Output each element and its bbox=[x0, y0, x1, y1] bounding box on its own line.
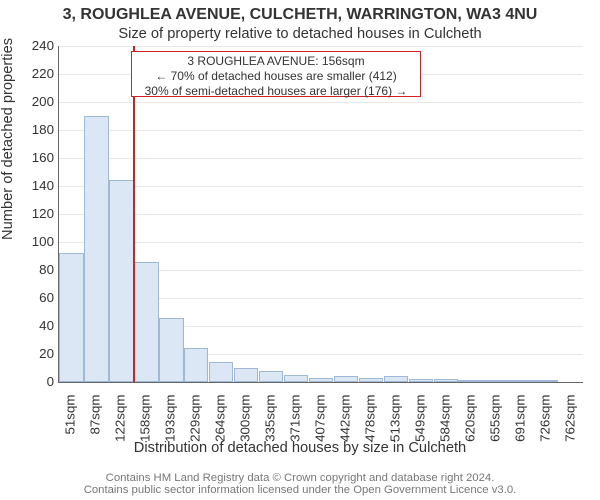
bar bbox=[259, 371, 283, 382]
bar bbox=[533, 380, 557, 382]
x-tick-label: 300sqm bbox=[238, 395, 253, 445]
plot-area: 3 ROUGHLEA AVENUE: 156sqm← 70% of detach… bbox=[58, 46, 583, 383]
grid-line bbox=[59, 158, 583, 159]
x-tick-label: 691sqm bbox=[512, 395, 527, 445]
y-tick-label: 160 bbox=[24, 150, 54, 165]
x-tick-label: 442sqm bbox=[337, 395, 352, 445]
x-tick-label: 478sqm bbox=[362, 395, 377, 445]
chart-title: 3, ROUGHLEA AVENUE, CULCHETH, WARRINGTON… bbox=[0, 6, 600, 24]
x-tick-label: 229sqm bbox=[188, 395, 203, 445]
y-tick-label: 100 bbox=[24, 234, 54, 249]
x-tick-label: 193sqm bbox=[163, 395, 178, 445]
y-tick-label: 140 bbox=[24, 178, 54, 193]
y-tick-label: 200 bbox=[24, 94, 54, 109]
x-tick-label: 122sqm bbox=[113, 395, 128, 445]
info-box-line: 30% of semi-detached houses are larger (… bbox=[136, 84, 416, 99]
y-axis-label: Number of detached properties bbox=[0, 38, 16, 240]
y-tick-label: 240 bbox=[24, 38, 54, 53]
bar bbox=[458, 380, 482, 382]
bar bbox=[184, 348, 208, 382]
y-tick-label: 180 bbox=[24, 122, 54, 137]
footer-line-1: Contains HM Land Registry data © Crown c… bbox=[0, 472, 600, 484]
x-tick-label: 87sqm bbox=[88, 395, 103, 445]
x-tick-label: 762sqm bbox=[562, 395, 577, 445]
x-tick-label: 158sqm bbox=[138, 395, 153, 445]
grid-line bbox=[59, 46, 583, 47]
x-tick-label: 549sqm bbox=[412, 395, 427, 445]
bar bbox=[159, 318, 183, 382]
x-tick-label: 655sqm bbox=[487, 395, 502, 445]
y-tick-label: 120 bbox=[24, 206, 54, 221]
bar bbox=[84, 116, 108, 382]
chart-subtitle: Size of property relative to detached ho… bbox=[0, 26, 600, 42]
x-tick-label: 513sqm bbox=[387, 395, 402, 445]
bar bbox=[334, 376, 358, 382]
x-tick-label: 51sqm bbox=[63, 395, 78, 445]
grid-line bbox=[59, 130, 583, 131]
x-tick-label: 726sqm bbox=[537, 395, 552, 445]
footer: Contains HM Land Registry data © Crown c… bbox=[0, 472, 600, 496]
grid-line bbox=[59, 242, 583, 243]
x-tick-label: 264sqm bbox=[213, 395, 228, 445]
bar bbox=[134, 262, 158, 382]
info-box-line: ← 70% of detached houses are smaller (41… bbox=[136, 69, 416, 84]
bar bbox=[309, 378, 333, 382]
y-tick-label: 40 bbox=[24, 318, 54, 333]
y-tick-label: 60 bbox=[24, 290, 54, 305]
bar bbox=[508, 380, 532, 382]
bar bbox=[434, 379, 458, 382]
info-box: 3 ROUGHLEA AVENUE: 156sqm← 70% of detach… bbox=[131, 51, 421, 97]
info-box-line: 3 ROUGHLEA AVENUE: 156sqm bbox=[136, 54, 416, 69]
x-tick-label: 335sqm bbox=[263, 395, 278, 445]
y-tick-label: 80 bbox=[24, 262, 54, 277]
bar bbox=[234, 368, 258, 382]
x-tick-label: 584sqm bbox=[437, 395, 452, 445]
bar bbox=[409, 379, 433, 382]
y-tick-label: 20 bbox=[24, 346, 54, 361]
bar bbox=[59, 253, 83, 382]
bar bbox=[384, 376, 408, 382]
footer-line-2: Contains public sector information licen… bbox=[0, 484, 600, 496]
y-tick-label: 220 bbox=[24, 66, 54, 81]
x-tick-label: 620sqm bbox=[462, 395, 477, 445]
x-tick-label: 407sqm bbox=[313, 395, 328, 445]
grid-line bbox=[59, 214, 583, 215]
bar bbox=[284, 375, 308, 382]
y-tick-label: 0 bbox=[24, 374, 54, 389]
x-tick-label: 371sqm bbox=[288, 395, 303, 445]
bar bbox=[359, 378, 383, 382]
bar bbox=[109, 180, 133, 382]
grid-line bbox=[59, 186, 583, 187]
grid-line bbox=[59, 102, 583, 103]
chart-container: { "title_line1": "3, ROUGHLEA AVENUE, CU… bbox=[0, 0, 600, 500]
bar bbox=[483, 380, 507, 382]
bar bbox=[209, 362, 233, 382]
